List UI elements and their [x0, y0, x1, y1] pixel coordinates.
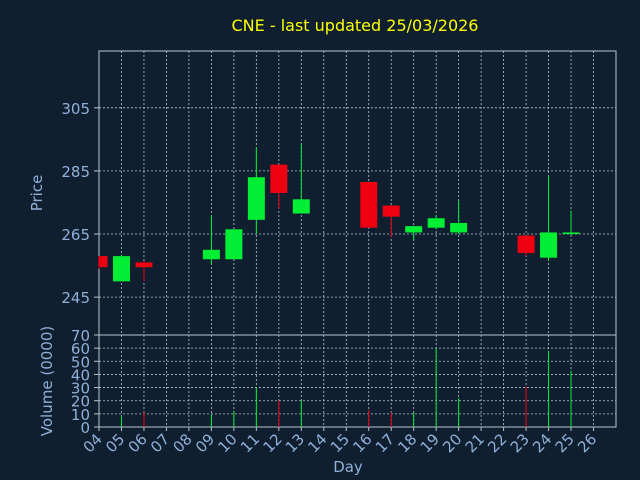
candle-body [405, 226, 422, 232]
candle-body [113, 256, 130, 281]
candle-body [99, 256, 108, 267]
price-axis-label: Price [28, 175, 46, 212]
candle [113, 255, 130, 282]
candle [405, 226, 422, 240]
candle-body [225, 229, 242, 259]
candle-body [135, 262, 152, 267]
candle-body [518, 236, 535, 253]
volume-axis-label: Volume (0000) [38, 326, 56, 436]
candle [225, 229, 242, 259]
volume-plot-frame [99, 335, 616, 427]
candle-body [248, 177, 265, 220]
candle [360, 182, 377, 228]
chart-title: CNE - last updated 25/03/2026 [232, 16, 479, 35]
candle [99, 256, 108, 269]
candle-body [540, 232, 557, 257]
candle-body [360, 182, 377, 228]
candle [135, 261, 152, 282]
price-y-tick-label: 265 [61, 226, 90, 244]
candle-body [450, 223, 467, 232]
candle [518, 236, 535, 257]
candle [293, 144, 310, 213]
candle [540, 176, 557, 261]
price-y-tick-label: 305 [61, 100, 90, 118]
x-axis-label: Day [333, 458, 363, 476]
price-plot-frame [99, 51, 616, 335]
volume-y-tick-label: 70 [71, 327, 90, 345]
price-y-tick-label: 245 [61, 289, 90, 307]
candle [203, 215, 220, 264]
candle-body [293, 199, 310, 213]
candle-body [383, 206, 400, 217]
candle-body [203, 250, 220, 259]
price-y-ticks: 245 265 285 305 [61, 100, 99, 307]
candle [383, 206, 400, 238]
x-axis-ticks: 0405060708091011121314151617181920212223… [80, 427, 601, 456]
volume-grid [99, 335, 616, 427]
candle-body [270, 165, 287, 193]
price-y-tick-label: 285 [61, 163, 90, 181]
candle-body [428, 218, 445, 227]
candle [248, 147, 265, 234]
candle [450, 201, 467, 234]
candle [270, 165, 287, 209]
candle [563, 210, 580, 235]
x-tick-label: 26 [574, 430, 600, 456]
candles [99, 144, 580, 281]
candle-body [563, 232, 580, 234]
candle [428, 215, 445, 229]
price-grid [99, 51, 616, 335]
